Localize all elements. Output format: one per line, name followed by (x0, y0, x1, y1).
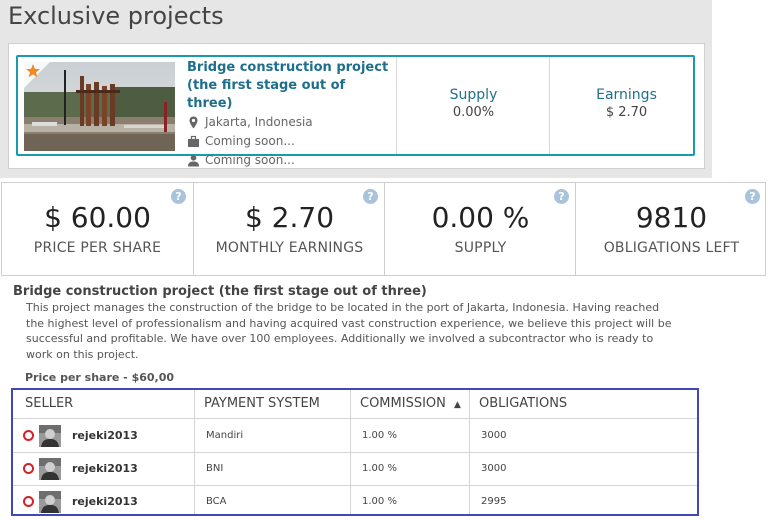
commission-cell: 1.00 % (362, 463, 397, 474)
card-divider (396, 57, 397, 154)
payment-cell: Mandiri (206, 430, 244, 441)
offers-table: SELLER PAYMENT SYSTEM COMMISSION ▲ OBLIG… (11, 388, 699, 516)
column-header-payment-system[interactable]: PAYMENT SYSTEM (204, 396, 320, 411)
supply-label: Supply (449, 87, 498, 103)
supply-stat: Supply 0.00% (397, 87, 550, 120)
seller-cell: rejeki2013 (23, 419, 138, 452)
avatar[interactable] (39, 424, 61, 447)
price-per-share-line: Price per share - $60,00 (25, 371, 175, 384)
sort-up-icon: ▲ (454, 400, 461, 410)
table-row[interactable]: rejeki2013 BNI 1.00 % 3000 (13, 452, 697, 485)
metric-value: $ 2.70 (244, 201, 335, 234)
table-row[interactable]: rejeki2013 Mandiri 1.00 % 3000 (13, 419, 697, 452)
obligations-cell: 3000 (481, 430, 507, 441)
star-icon (24, 62, 50, 88)
status-dot-icon (23, 430, 34, 441)
project-title-link[interactable]: Bridge construction project (the first s… (187, 60, 389, 111)
seller-cell: rejeki2013 (23, 452, 138, 485)
seller-cell: rejeki2013 (23, 485, 138, 518)
column-header-seller[interactable]: SELLER (25, 396, 74, 411)
project-thumbnail[interactable] (24, 62, 175, 151)
metric-monthly-earnings: $ 2.70 MONTHLY EARNINGS ? (194, 183, 385, 275)
description-title: Bridge construction project (the first s… (13, 284, 427, 299)
location-text: Jakarta, Indonesia (205, 115, 313, 129)
metric-obligations-left: 9810 OBLIGATIONS LEFT ? (576, 183, 767, 275)
location-pin-icon (189, 116, 198, 129)
metric-label: MONTHLY EARNINGS (215, 240, 364, 256)
page-title: Exclusive projects (8, 2, 224, 30)
commission-cell: 1.00 % (362, 430, 397, 441)
metrics-bar: $ 60.00 PRICE PER SHARE ? $ 2.70 MONTHLY… (1, 182, 766, 276)
seller-name[interactable]: rejeki2013 (72, 429, 138, 442)
commission-header-label: COMMISSION (360, 396, 446, 411)
column-header-commission[interactable]: COMMISSION ▲ (360, 390, 461, 419)
project-status-1: Coming soon... (187, 132, 392, 151)
help-icon[interactable]: ? (171, 189, 186, 204)
metric-value: $ 60.00 (44, 201, 151, 234)
table-row[interactable]: rejeki2013 BCA 1.00 % 2995 (13, 485, 697, 518)
metric-label: OBLIGATIONS LEFT (603, 240, 740, 256)
project-card[interactable]: Bridge construction project (the first s… (16, 55, 695, 167)
metric-label: PRICE PER SHARE (33, 240, 162, 256)
project-location: Jakarta, Indonesia (187, 113, 392, 132)
row-divider (13, 452, 697, 453)
status-text-1: Coming soon... (205, 134, 295, 148)
header-divider (13, 418, 697, 419)
avatar[interactable] (39, 490, 61, 513)
row-divider (13, 485, 697, 486)
project-photo (24, 62, 175, 151)
metric-label: SUPPLY (454, 240, 507, 256)
obligations-cell: 2995 (481, 496, 507, 507)
seller-name[interactable]: rejeki2013 (72, 495, 138, 508)
earnings-stat: Earnings $ 2.70 (550, 87, 703, 120)
status-text-2: Coming soon... (205, 153, 295, 167)
status-dot-icon (23, 463, 34, 474)
payment-cell: BNI (206, 463, 224, 474)
status-dot-icon (23, 496, 34, 507)
metric-divider (193, 183, 194, 275)
help-icon[interactable]: ? (554, 189, 569, 204)
help-icon[interactable]: ? (745, 189, 760, 204)
card-divider (549, 57, 550, 154)
payment-cell: BCA (206, 496, 227, 507)
metric-value: 0.00 % (431, 201, 530, 234)
project-list-container: Bridge construction project (the first s… (8, 43, 705, 169)
exclusive-projects-panel: Exclusive projects (0, 0, 712, 178)
metric-divider (575, 183, 576, 275)
seller-name[interactable]: rejeki2013 (72, 462, 138, 475)
obligations-cell: 3000 (481, 463, 507, 474)
help-icon[interactable]: ? (363, 189, 378, 204)
briefcase-icon (188, 135, 199, 147)
earnings-label: Earnings (596, 87, 657, 103)
metric-value: 9810 (635, 201, 708, 234)
project-info: Bridge construction project (the first s… (187, 59, 392, 170)
description-text: This project manages the construction of… (26, 301, 672, 361)
supply-value: 0.00% (452, 105, 495, 120)
avatar[interactable] (39, 457, 61, 480)
commission-cell: 1.00 % (362, 496, 397, 507)
project-status-2: Coming soon... (187, 151, 392, 170)
person-icon (188, 155, 199, 167)
metric-supply: 0.00 % SUPPLY ? (385, 183, 576, 275)
earnings-value: $ 2.70 (605, 105, 648, 120)
metric-divider (384, 183, 385, 275)
column-header-obligations[interactable]: OBLIGATIONS (479, 396, 568, 411)
metric-price-per-share: $ 60.00 PRICE PER SHARE ? (2, 183, 193, 275)
